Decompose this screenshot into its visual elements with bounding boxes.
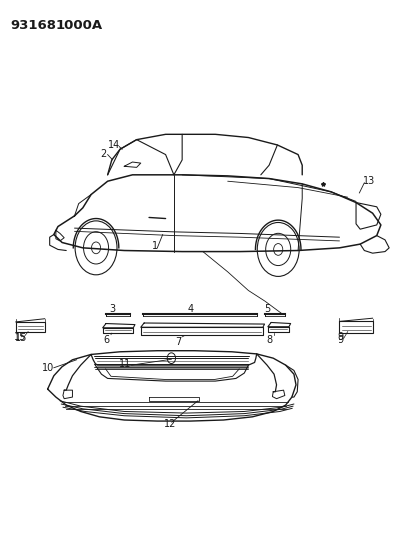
Bar [16,322,45,332]
Text: 1: 1 [152,241,158,251]
Text: 6: 6 [104,335,109,345]
Text: 3: 3 [109,304,115,314]
Text: 4: 4 [187,304,193,314]
Text: 13: 13 [362,176,375,186]
Text: 14: 14 [108,140,120,150]
Text: 7: 7 [174,337,181,347]
Text: 9: 9 [337,335,342,345]
Text: 15: 15 [15,334,28,343]
Text: 2: 2 [100,149,107,158]
Text: 9: 9 [337,332,342,342]
Text: 5: 5 [263,304,270,314]
Text: 11: 11 [119,359,131,368]
Text: 8: 8 [266,335,272,345]
Text: 15: 15 [14,332,26,342]
Text: 12: 12 [163,419,176,429]
Text: 10: 10 [41,363,54,373]
Bar [339,321,372,333]
Text: 1000A: 1000A [56,19,103,31]
Text: 93168: 93168 [10,19,56,31]
